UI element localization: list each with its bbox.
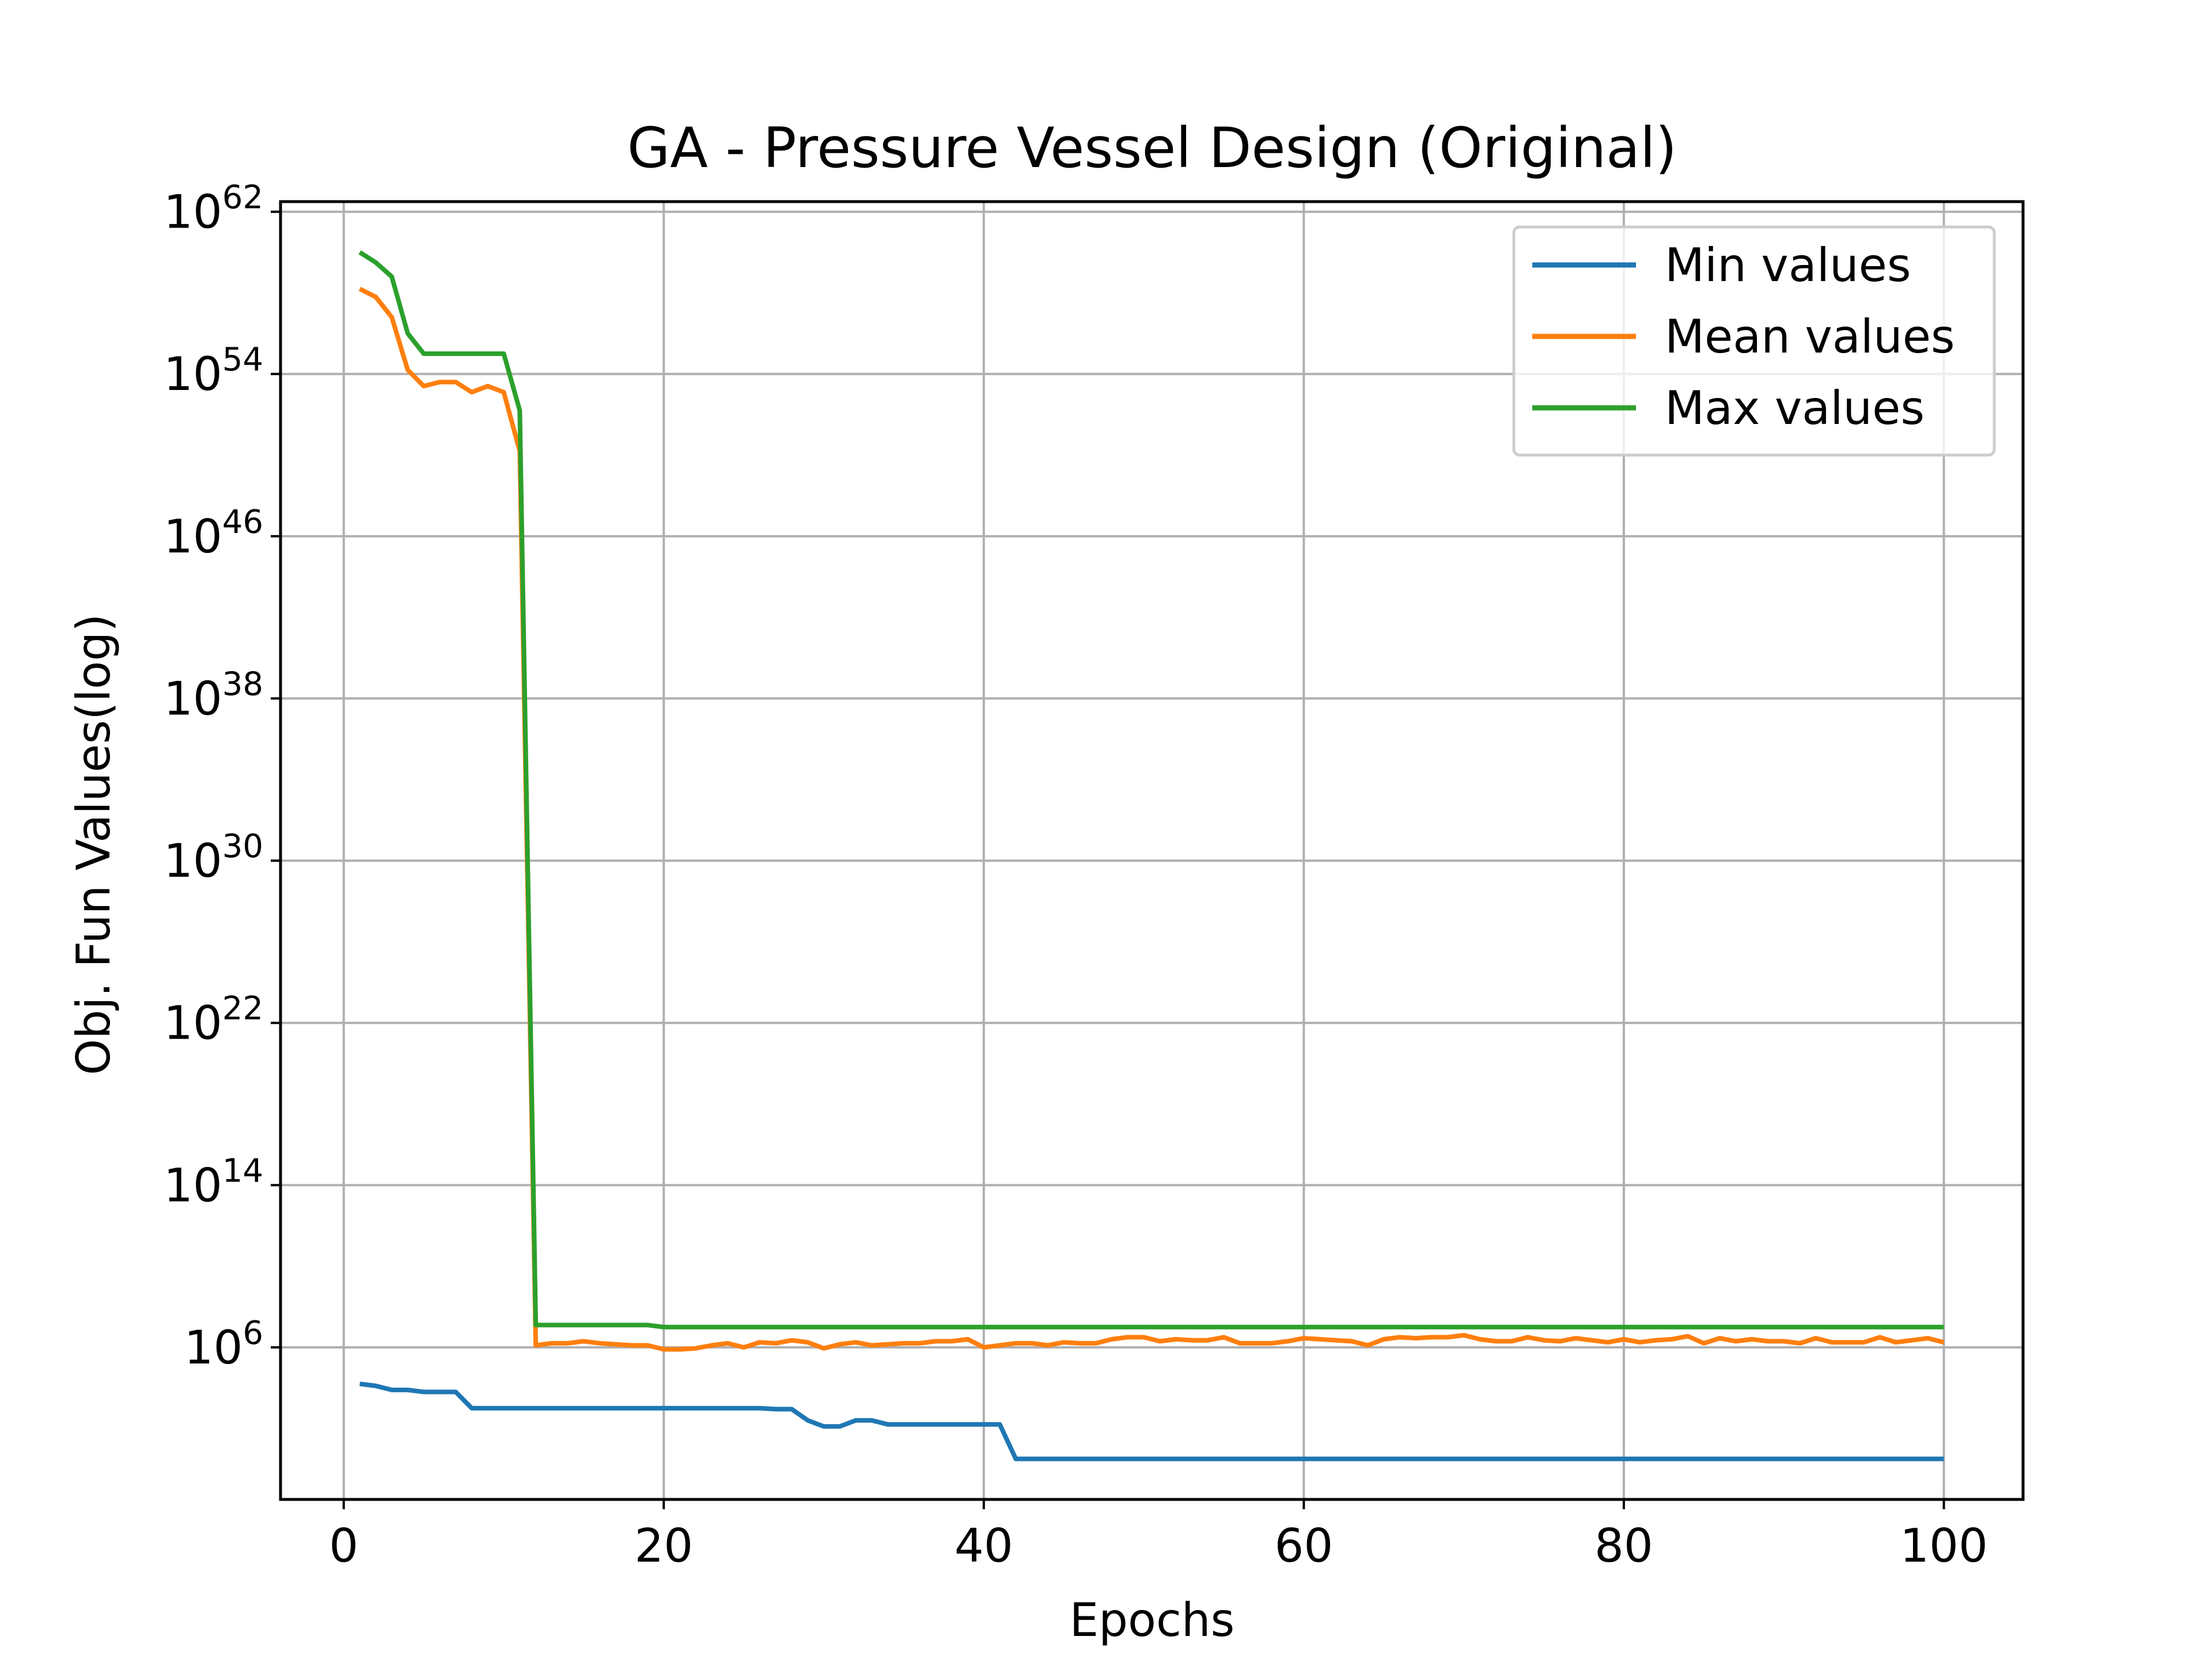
chart-title: GA - Pressure Vessel Design (Original): [627, 116, 1677, 180]
y-tick-label: 1062: [164, 179, 263, 239]
legend-label-max: Max values: [1665, 381, 1925, 435]
y-tick-label: 1014: [164, 1152, 263, 1212]
x-tick-label: 40: [955, 1519, 1013, 1573]
x-tick-label: 0: [329, 1519, 358, 1573]
y-axis-label: Obj. Fun Values(log): [67, 613, 120, 1075]
x-tick-label: 80: [1594, 1519, 1653, 1573]
y-tick-label: 1022: [164, 990, 263, 1050]
x-tick-label: 20: [634, 1519, 693, 1573]
grid: [281, 202, 2023, 1499]
y-axis-ticks: 106 1014 1022 1030 1038 1046 1054 1062: [164, 179, 281, 1374]
x-axis-label: Epochs: [1070, 1593, 1235, 1647]
plot-frame: [279, 200, 2025, 1501]
y-tick-label: 1046: [164, 503, 263, 563]
series-max-values: [358, 250, 1944, 1330]
legend-box: [1512, 225, 1996, 457]
y-tick-label: 1038: [164, 665, 263, 725]
y-tick-label: 1054: [164, 341, 263, 401]
legend: Min values Mean values Max values: [1512, 225, 1996, 457]
series-mean-values: [358, 286, 1945, 1352]
x-axis-ticks: 0 20 40 60 80 100: [329, 1499, 1988, 1573]
series-lines: [358, 250, 1945, 1461]
y-tick-label: 106: [184, 1315, 263, 1374]
legend-label-mean: Mean values: [1665, 310, 1955, 363]
legend-label-min: Min values: [1665, 238, 1911, 292]
x-tick-label: 60: [1274, 1519, 1333, 1573]
x-tick-label: 100: [1900, 1519, 1988, 1573]
y-tick-label: 1030: [164, 828, 263, 888]
series-min-values: [359, 1381, 1944, 1461]
